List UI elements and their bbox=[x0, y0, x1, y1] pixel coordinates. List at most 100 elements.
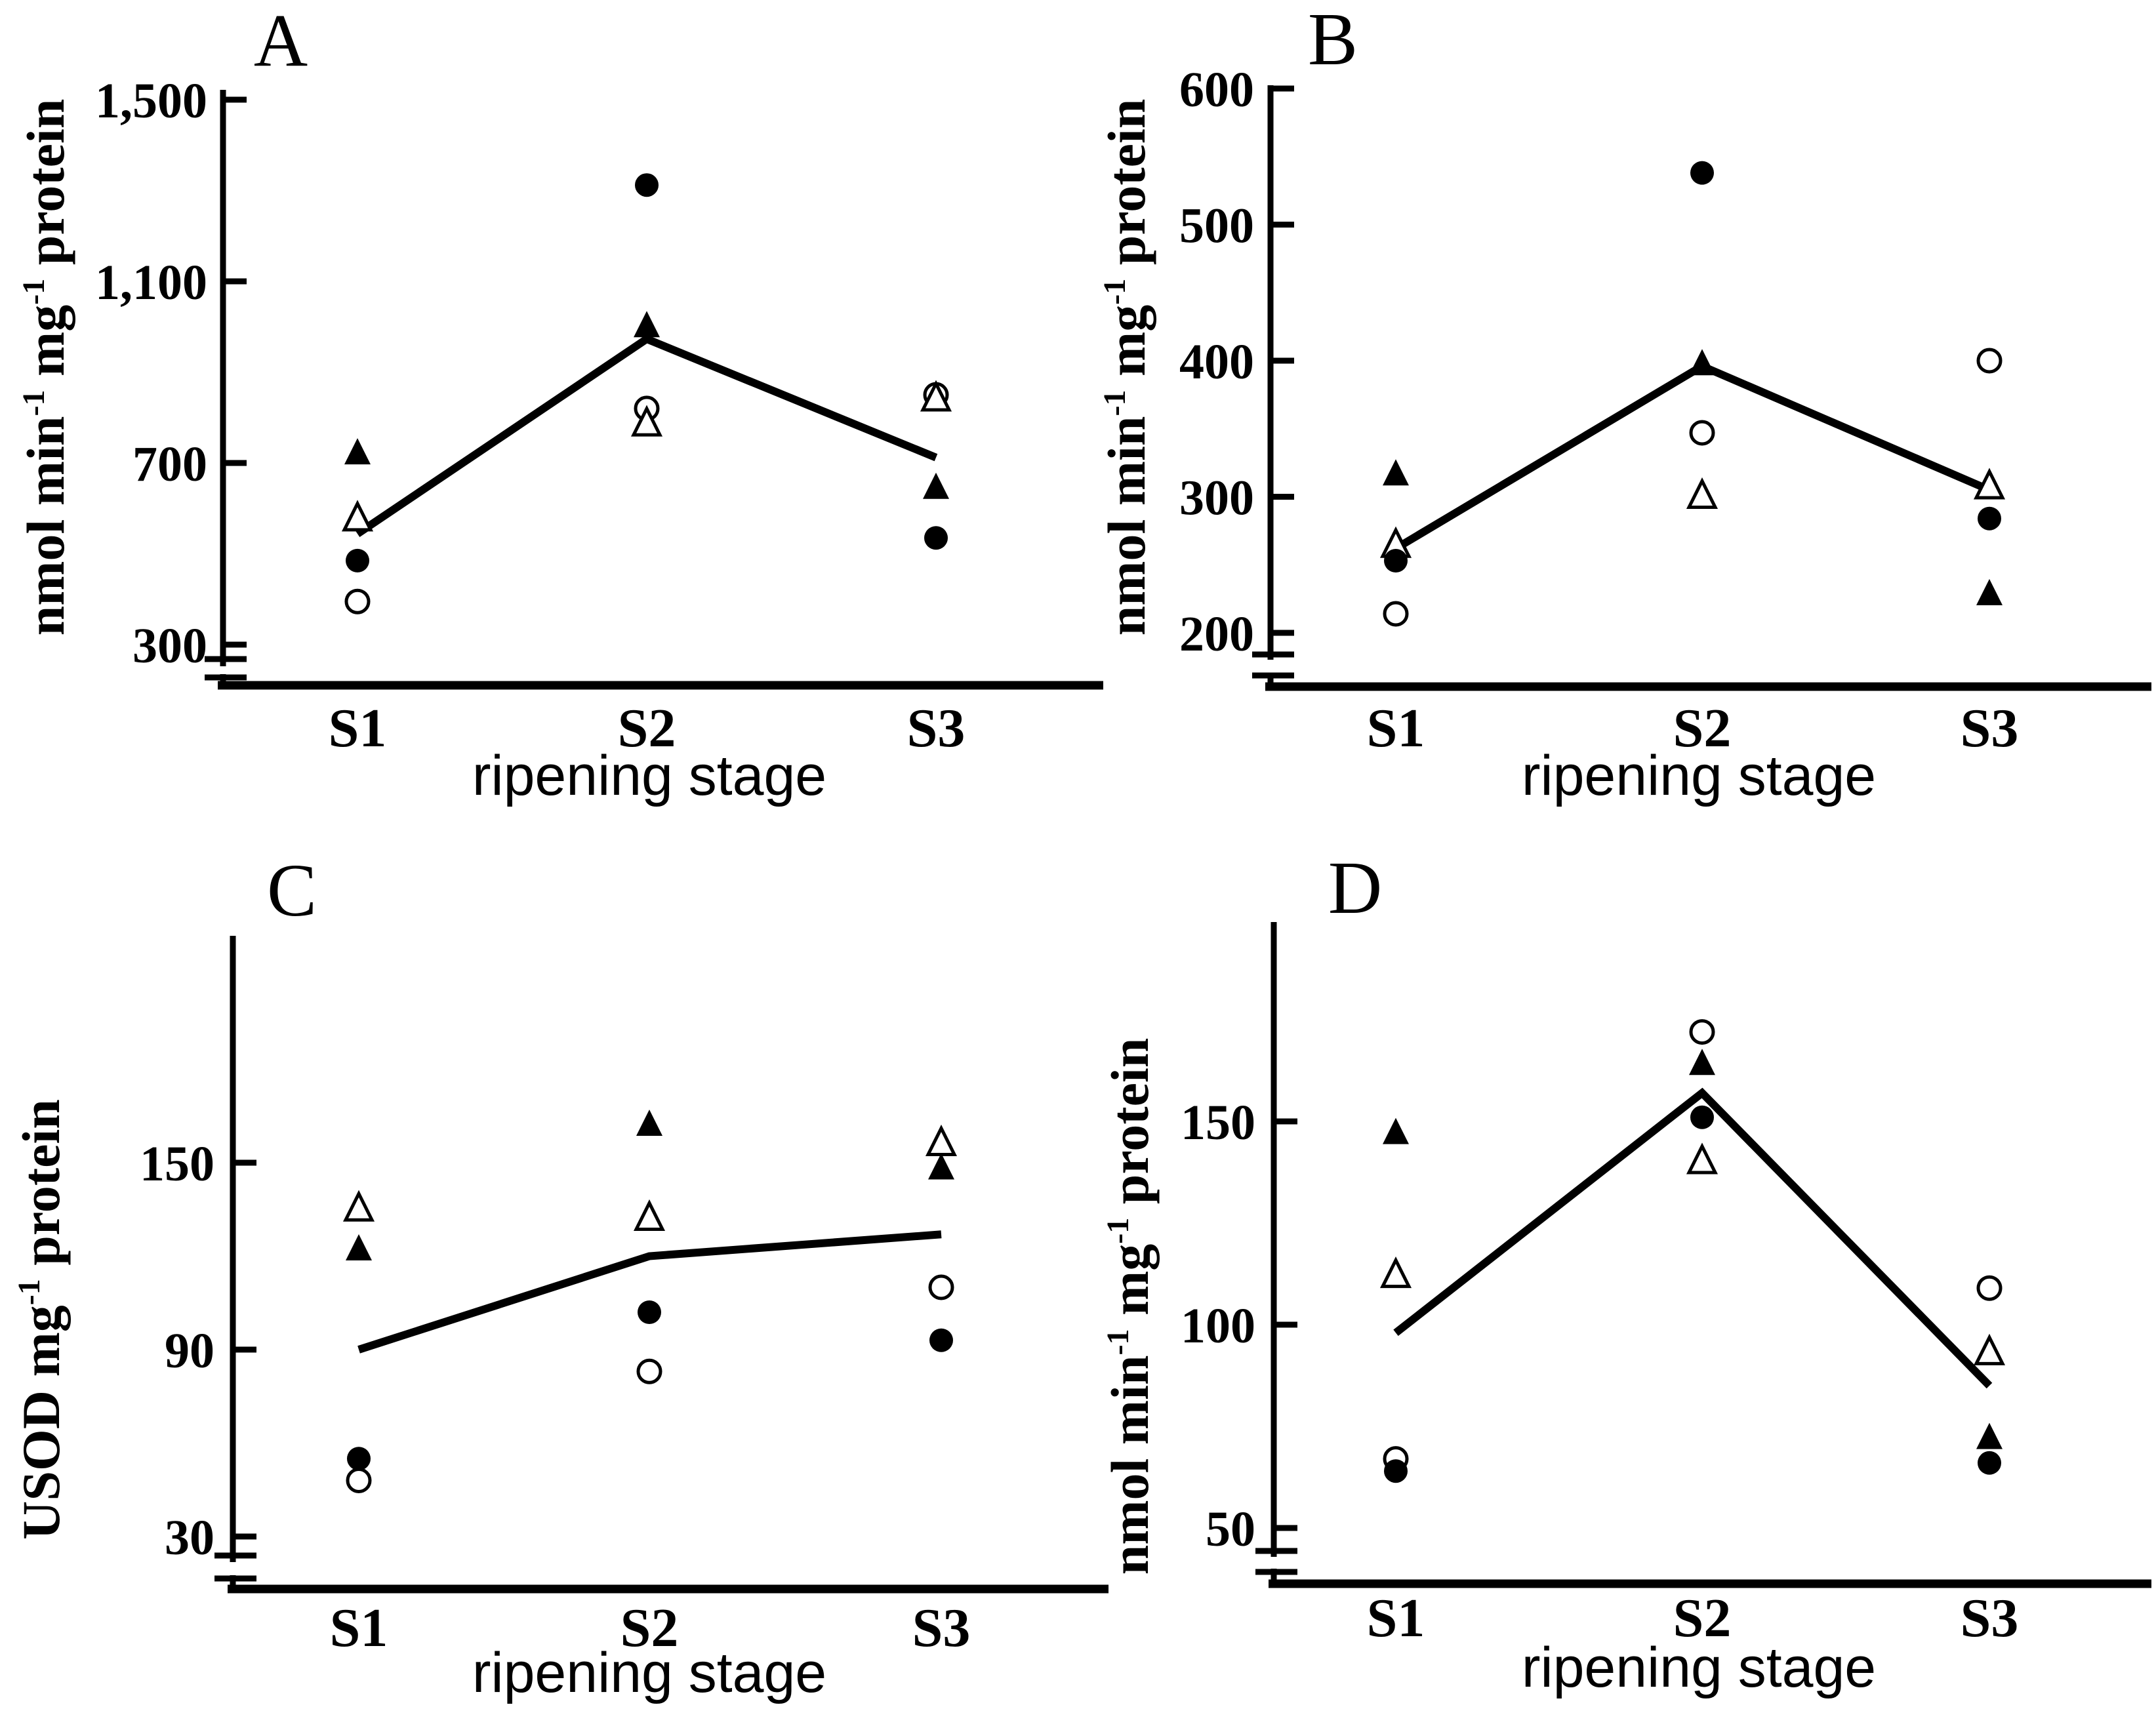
panel-D-category-S2: S2 bbox=[1673, 1588, 1732, 1649]
panel-C: 30 90 150 S1 S2 S3 ripening stage C USOD mg-1 pr… bbox=[11, 849, 1109, 1704]
panel-A-category-S3: S3 bbox=[907, 698, 966, 759]
panel-C-category-S2: S2 bbox=[620, 1597, 679, 1658]
panel-A-filled-circle-S3 bbox=[924, 526, 948, 550]
y-tick-label: 100 bbox=[1181, 1298, 1255, 1354]
panel-C-title: C bbox=[267, 849, 317, 932]
panel-B-filled-triangle-S1 bbox=[1383, 459, 1409, 486]
panel-C-filled-triangle-S2 bbox=[636, 1110, 662, 1136]
panel-B-filled-triangle-S3 bbox=[1976, 578, 2003, 605]
panel-B: 200 300 400 500 600 S1 S2 S3 ripening stage Bnmol… bbox=[1097, 0, 2151, 807]
panel-A-category-S1: S1 bbox=[329, 698, 387, 759]
panel-C-open-circle-S1 bbox=[346, 1468, 372, 1493]
panel-D-category-S1: S1 bbox=[1367, 1588, 1425, 1649]
panel-A-filled-triangle-S3 bbox=[923, 472, 949, 499]
panel-B-open-triangle-S3 bbox=[1973, 468, 2006, 500]
y-tick-label: 500 bbox=[1179, 199, 1254, 254]
panel-C-x-axis-label: ripening stage bbox=[472, 1641, 826, 1704]
y-tick-label: 150 bbox=[140, 1136, 214, 1192]
panel-D-x-axis-label: ripening stage bbox=[1522, 1636, 1876, 1699]
y-tick-label: 90 bbox=[165, 1323, 214, 1378]
panel-C-filled-triangle-S3 bbox=[928, 1153, 954, 1180]
panel-C-mean-line bbox=[357, 1230, 942, 1354]
panel-D-filled-triangle-S1 bbox=[1383, 1117, 1409, 1144]
panel-D-filled-circle-S2 bbox=[1690, 1105, 1714, 1129]
panel-A-x-axis: S1 S2 S3 ripening stage bbox=[218, 681, 1103, 807]
panel-D-filled-circle-S1 bbox=[1384, 1459, 1408, 1483]
panel-B-y-axis: 200 300 400 500 600 bbox=[1179, 62, 1294, 687]
panel-D-open-triangle-S3 bbox=[1973, 1333, 2006, 1365]
panel-B-category-S3: S3 bbox=[1961, 698, 2019, 759]
y-tick-label: 300 bbox=[132, 618, 207, 673]
panel-C-filled-circle-S1 bbox=[347, 1447, 371, 1471]
y-tick-label: 1,100 bbox=[95, 255, 207, 310]
panel-B-open-circle-S2 bbox=[1689, 420, 1715, 446]
panel-D-mean-line bbox=[1393, 1087, 1993, 1389]
panel-A-mean-line bbox=[355, 334, 938, 538]
panel-C-x-axis: S1 S2 S3 ripening stage bbox=[228, 1584, 1109, 1704]
panel-D-filled-triangle-S2 bbox=[1689, 1049, 1715, 1075]
panel-D-open-triangle-S1 bbox=[1379, 1256, 1412, 1289]
y-tick-label: 700 bbox=[132, 437, 207, 492]
y-tick-label: 200 bbox=[1179, 607, 1254, 662]
panel-D-filled-circle-S3 bbox=[1978, 1451, 2001, 1475]
panel-B-category-S2: S2 bbox=[1673, 698, 1732, 759]
panel-C-filled-circle-S3 bbox=[929, 1328, 953, 1352]
panel-B-open-circle-S3 bbox=[1976, 348, 2003, 374]
panel-C-open-triangle-S2 bbox=[633, 1199, 666, 1231]
panel-C-category-S1: S1 bbox=[330, 1597, 388, 1658]
panel-A-filled-triangle-S1 bbox=[344, 438, 371, 465]
y-tick-label: 300 bbox=[1179, 471, 1254, 526]
panel-B-filled-circle-S1 bbox=[1384, 549, 1408, 573]
panel-A: 300 700 1,100 1,500 S1 S2 S3 ripening stage Anmo… bbox=[16, 0, 1103, 807]
panel-D-filled-triangle-S3 bbox=[1976, 1422, 2003, 1449]
panel-A-category-S2: S2 bbox=[618, 698, 676, 759]
panel-D-x-axis: S1 S2 S3 ripening stage bbox=[1269, 1579, 2151, 1699]
panel-C-filled-circle-S2 bbox=[638, 1300, 661, 1324]
panel-A-y-axis-label: nmol min-1 mg-1 protein bbox=[16, 99, 75, 636]
panel-B-x-axis: S1 S2 S3 ripening stage bbox=[1265, 682, 2151, 807]
panel-D-title: D bbox=[1328, 846, 1382, 929]
panel-A-title: A bbox=[254, 0, 308, 82]
panel-D-open-circle-S2 bbox=[1689, 1019, 1715, 1045]
panel-D-open-triangle-S2 bbox=[1686, 1142, 1719, 1175]
panel-A-filled-circle-S2 bbox=[635, 173, 659, 197]
panel-B-mean-line bbox=[1393, 361, 1991, 552]
y-tick-label: 1,500 bbox=[95, 73, 207, 129]
panel-B-open-circle-S1 bbox=[1383, 601, 1409, 627]
panel-D-category-S3: S3 bbox=[1961, 1588, 2019, 1649]
panel-C-open-circle-S3 bbox=[928, 1274, 954, 1300]
y-tick-label: 150 bbox=[1181, 1095, 1255, 1150]
y-tick-label: 50 bbox=[1206, 1502, 1255, 1557]
panel-B-category-S1: S1 bbox=[1367, 698, 1425, 759]
panel-C-y-axis-label: USOD mg-1 protein bbox=[11, 1099, 71, 1540]
panel-C-category-S3: S3 bbox=[912, 1597, 971, 1658]
panel-A-filled-circle-S1 bbox=[346, 548, 369, 573]
panel-B-title: B bbox=[1308, 0, 1358, 81]
panel-C-y-axis: 30 90 150 bbox=[140, 936, 256, 1589]
panel-D-y-axis: 50 100 150 bbox=[1181, 922, 1297, 1584]
panel-C-filled-triangle-S1 bbox=[346, 1234, 372, 1260]
panel-A-open-triangle-S2 bbox=[630, 405, 663, 437]
panel-B-y-axis-label: nmol min-1 mg-1 protein bbox=[1097, 99, 1156, 636]
panel-A-x-axis-label: ripening stage bbox=[472, 744, 826, 807]
panel-A-filled-triangle-S2 bbox=[634, 311, 660, 338]
panel-C-open-triangle-S1 bbox=[342, 1190, 375, 1222]
y-tick-label: 400 bbox=[1179, 334, 1254, 390]
panel-A-open-circle-S1 bbox=[344, 588, 371, 614]
panel-A-open-triangle-S1 bbox=[341, 500, 374, 532]
panel-B-filled-circle-S2 bbox=[1690, 161, 1714, 185]
panel-B-open-triangle-S2 bbox=[1686, 477, 1719, 509]
panel-C-open-triangle-S3 bbox=[925, 1124, 958, 1156]
panel-B-filled-triangle-S2 bbox=[1689, 349, 1715, 376]
panel-D-y-axis-label: nmol min-1 mg-1 protein bbox=[1100, 1038, 1160, 1575]
panel-D-open-circle-S3 bbox=[1976, 1275, 2003, 1301]
panel-C-open-circle-S2 bbox=[636, 1358, 662, 1384]
panel-B-filled-circle-S3 bbox=[1978, 506, 2001, 531]
panel-B-x-axis-label: ripening stage bbox=[1522, 744, 1876, 807]
panel-A-open-triangle-S3 bbox=[920, 380, 952, 412]
panel-A-y-axis: 300 700 1,100 1,500 bbox=[95, 73, 247, 685]
y-tick-label: 600 bbox=[1179, 62, 1254, 117]
